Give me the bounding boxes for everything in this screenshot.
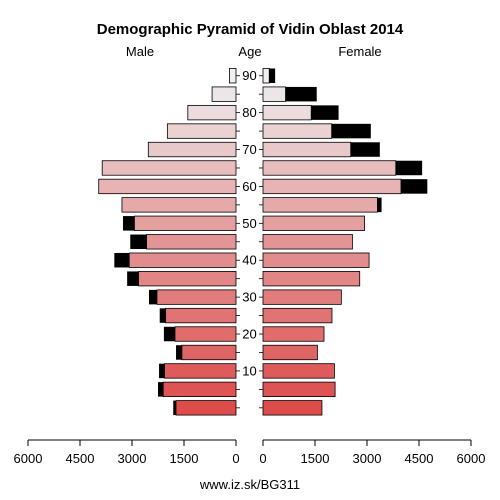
male-bar-75-79 [166, 123, 237, 139]
female-x-tick-label-3000: 3000 [353, 451, 382, 466]
male-bar-25-29 [165, 307, 237, 324]
male-bar-30-34 [156, 289, 237, 305]
male-bar-60-64 [98, 178, 237, 195]
male-excess-bar-20-24 [163, 326, 175, 342]
female-bar-45-49 [262, 234, 353, 250]
female-x-tick-label-6000: 6000 [457, 451, 486, 466]
age-tick-label-90: 90 [242, 68, 256, 83]
source-footer: www.iz.sk/BG311 [199, 477, 300, 492]
male-excess-bar-50-54 [122, 216, 135, 231]
age-tick-label-30: 30 [242, 290, 256, 305]
female-bar-10-14 [262, 363, 335, 379]
male-excess-bar-45-49 [130, 234, 147, 250]
female-excess-bar-65-69 [395, 160, 423, 176]
male-x-tick-label-0: 0 [232, 451, 239, 466]
female-bar-5-9 [262, 381, 336, 398]
male-bar-85-89 [211, 86, 237, 102]
male-excess-bar-30-34 [148, 289, 157, 305]
age-tick-label-70: 70 [242, 142, 256, 157]
male-excess-bar-15-19 [176, 345, 182, 360]
female-x-tick-label-0: 0 [259, 451, 266, 466]
male-excess-bar-0-4 [173, 400, 177, 416]
female-excess-bar-90+ [269, 68, 276, 83]
female-label: Female [338, 44, 381, 59]
male-bar-0-4 [175, 400, 237, 416]
female-bar-0-4 [262, 400, 323, 416]
male-excess-bar-10-14 [159, 363, 165, 379]
female-bar-80-84 [262, 104, 312, 121]
age-tick-label-40: 40 [242, 253, 256, 268]
age-tick-label-20: 20 [242, 327, 256, 342]
male-bar-20-24 [174, 326, 237, 342]
male-bar-80-84 [187, 104, 237, 121]
male-excess-bar-25-29 [159, 308, 166, 323]
male-x-tick-label-4500: 4500 [66, 451, 95, 466]
male-excess-bar-40-44 [114, 252, 130, 268]
female-bar-50-54 [262, 215, 365, 231]
male-bar-40-44 [128, 252, 237, 268]
male-x-tick-label-1500: 1500 [170, 451, 199, 466]
female-bar-20-24 [262, 326, 325, 342]
chart-title: Demographic Pyramid of Vidin Oblast 2014 [97, 21, 404, 38]
female-excess-bar-70-74 [350, 142, 380, 157]
male-bar-10-14 [164, 363, 237, 379]
male-x-tick-label-3000: 3000 [118, 451, 147, 466]
bars-group [98, 68, 428, 416]
age-label: Age [238, 44, 261, 59]
axes-group: 10 20 30 40 50 60 70 80 90 6000 4500 3000 1500 0 0 1500… [14, 68, 486, 466]
female-bar-65-69 [262, 160, 397, 176]
female-bar-30-34 [262, 289, 342, 305]
female-excess-bar-55-59 [377, 197, 382, 213]
female-x-tick-label-1500: 1500 [301, 451, 330, 466]
female-bar-15-19 [262, 344, 318, 361]
female-excess-bar-75-79 [331, 123, 371, 139]
male-bar-50-54 [134, 215, 237, 231]
female-bar-40-44 [262, 252, 370, 268]
age-tick-label-50: 50 [242, 216, 256, 231]
female-bar-25-29 [262, 307, 333, 324]
age-tick-label-80: 80 [242, 105, 256, 120]
female-bar-60-64 [262, 178, 402, 195]
male-excess-bar-35-39 [127, 271, 139, 286]
female-x-tick-label-4500: 4500 [405, 451, 434, 466]
male-bar-15-19 [181, 344, 237, 361]
male-excess-bar-5-9 [158, 382, 164, 397]
male-bar-55-59 [121, 197, 237, 213]
age-tick-label-10: 10 [242, 363, 256, 378]
male-label: Male [126, 44, 154, 59]
female-bar-35-39 [262, 271, 361, 287]
age-tick-label-60: 60 [242, 179, 256, 194]
male-bar-70-74 [147, 141, 237, 158]
female-bar-90+ [262, 68, 270, 84]
female-bar-55-59 [262, 197, 378, 213]
male-x-tick-label-6000: 6000 [14, 451, 43, 466]
female-excess-bar-80-84 [311, 105, 339, 120]
male-bar-65-69 [101, 160, 237, 176]
female-bar-85-89 [262, 86, 286, 102]
male-bar-5-9 [162, 381, 237, 398]
male-bar-90+ [229, 68, 237, 84]
female-bar-70-74 [262, 141, 352, 158]
female-excess-bar-60-64 [400, 179, 428, 194]
female-bar-75-79 [262, 123, 333, 139]
female-excess-bar-85-89 [285, 86, 317, 102]
male-bar-35-39 [138, 271, 237, 287]
male-bar-45-49 [146, 234, 237, 250]
